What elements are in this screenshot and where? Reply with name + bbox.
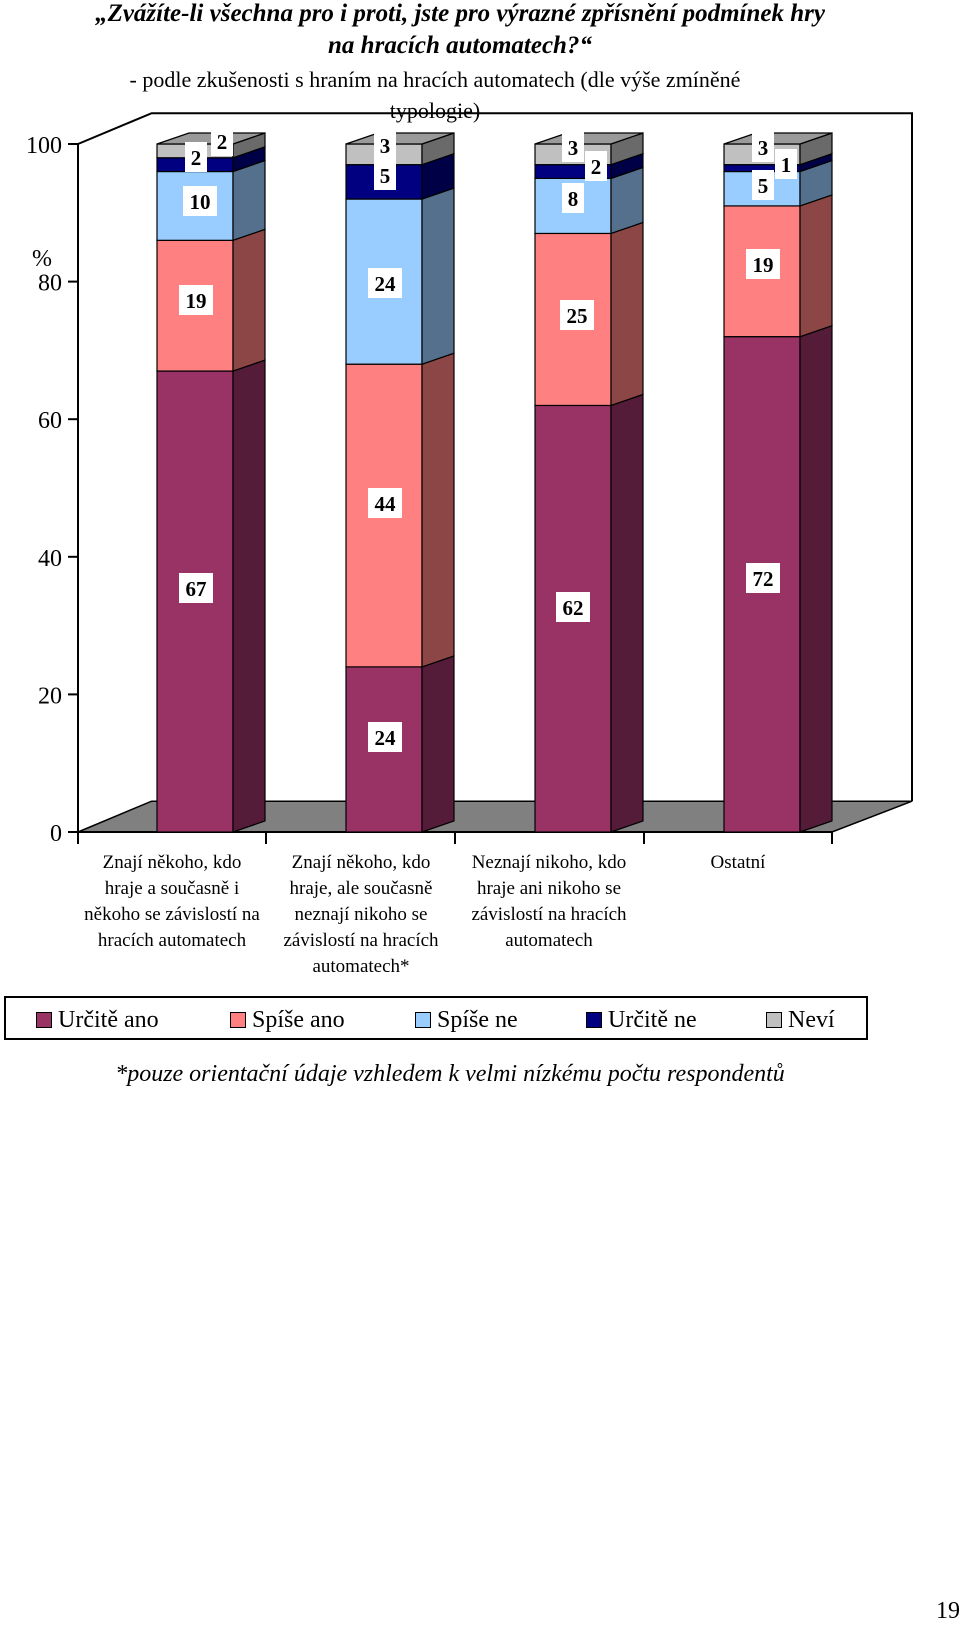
legend-swatch [415,1012,431,1028]
data-label-bg [746,563,780,593]
legend-item: Určitě ne [586,1007,697,1033]
data-label: 10 [190,190,211,214]
bar-segment-side [421,655,455,833]
y-tick-label: 0 [50,821,62,847]
x-tick-label: závislostí na hracích [471,904,627,925]
legend-item: Určitě ano [36,1007,159,1033]
data-label-bg [752,170,774,200]
bar-segment-side [232,159,266,242]
x-tick-label: Znají někoho, kdo [292,852,431,873]
data-label-bg [374,130,396,160]
data-label: 72 [753,567,774,591]
data-label: 5 [758,174,769,198]
data-label: 2 [591,155,602,179]
data-label-bg [368,722,402,752]
data-label: 8 [568,187,579,211]
data-label-bg [374,160,396,190]
bar-segment-side [610,393,644,833]
x-tick-label: neznají nikoho se [295,904,428,925]
data-label: 3 [380,134,391,158]
bar-segment-side [421,352,455,668]
data-label: 3 [568,136,579,160]
legend-label: Neví [788,1006,835,1033]
data-label: 2 [191,146,202,170]
x-tick-label: hraje ani nikoho se [477,878,621,899]
data-label: 2 [217,130,228,154]
chart-legend: Určitě ano Spíše ano Spíše ne Určitě ne Neví [4,996,868,1040]
x-tick-label: závislostí na hracích [283,930,439,951]
data-label-bg [746,249,780,279]
data-label-bg [211,126,233,156]
data-label-bg [179,285,213,315]
bar-segment-side [421,187,455,366]
data-label: 67 [186,577,207,601]
legend-label: Určitě ano [58,1006,159,1033]
legend-label: Spíše ano [252,1006,345,1033]
x-tick-label: automatech [505,930,593,951]
bar-top-face [345,132,455,145]
data-label: 5 [380,164,391,188]
bar-segment-side [799,324,833,833]
page-number: 19 [936,1598,960,1624]
legend-item: Spíše ano [230,1007,345,1033]
bar-segment-side [232,228,266,372]
data-label: 62 [563,596,584,620]
data-label-bg [368,268,402,298]
x-tick-label: Ostatní [711,852,767,873]
data-label: 44 [375,492,397,516]
x-tick-label: hraje a současně i [105,878,240,899]
data-label-bg [585,151,607,181]
data-label-bg [775,149,797,179]
legend-item: Spíše ne [415,1007,518,1033]
y-tick-label: 80 [38,271,62,297]
y-axis-label: % [32,246,52,272]
bar-top-face [723,132,833,145]
footnote: *pouze orientační údaje vzhledem k velmi… [115,1061,785,1087]
bar-segment-side [610,221,644,407]
x-tick-label: automatech* [312,956,409,977]
legend-label: Určitě ne [608,1006,697,1033]
data-label-bg [179,573,213,603]
legend-swatch [766,1012,782,1028]
stacked-bar-chart: 020406080100%671910222444245362258237219… [26,112,913,977]
chart-back-wall [78,113,912,832]
legend-label: Spíše ne [437,1006,518,1033]
x-tick-label: někoho se závislostí na [84,904,260,925]
chart-subtitle-line-1: - podle zkušenosti s hraním na hracích a… [129,67,741,92]
chart-title-line-2: na hracích automatech?“ [328,32,592,59]
y-tick-label: 100 [26,133,62,159]
data-label: 19 [753,253,774,277]
data-label: 3 [758,136,769,160]
chart-wall-outline [77,112,913,802]
y-tick-label: 60 [38,408,62,434]
bar-segment-side [799,194,833,338]
data-label-bg [752,132,774,162]
x-tick-label: hracích automatech [98,930,247,951]
data-label: 25 [567,304,588,328]
legend-swatch [586,1012,602,1028]
legend-swatch [230,1012,246,1028]
y-tick-label: 40 [38,546,62,572]
data-label-bg [185,142,207,172]
data-label-bg [368,488,402,518]
bar-segment-side [232,359,266,833]
x-tick-label: Neznají nikoho, kdo [472,852,627,873]
x-tick-label: Znají někoho, kdo [103,852,242,873]
legend-item: Neví [766,1007,835,1033]
data-label-bg [562,132,584,162]
data-label: 1 [781,153,792,177]
data-label-bg [556,592,590,622]
chart-subtitle-line-2: typologie) [389,98,481,123]
legend-swatch [36,1012,52,1028]
data-label: 19 [186,289,207,313]
x-tick-label: hraje, ale současně [290,878,433,899]
data-label-bg [183,186,217,216]
chart-title-line-1: „Zvážíte-li všechna pro i proti, jste pr… [95,0,825,27]
data-label: 24 [375,272,397,296]
y-tick-label: 20 [38,683,62,709]
data-label: 24 [375,726,397,750]
data-label-bg [562,183,584,213]
data-label-bg [560,300,594,330]
